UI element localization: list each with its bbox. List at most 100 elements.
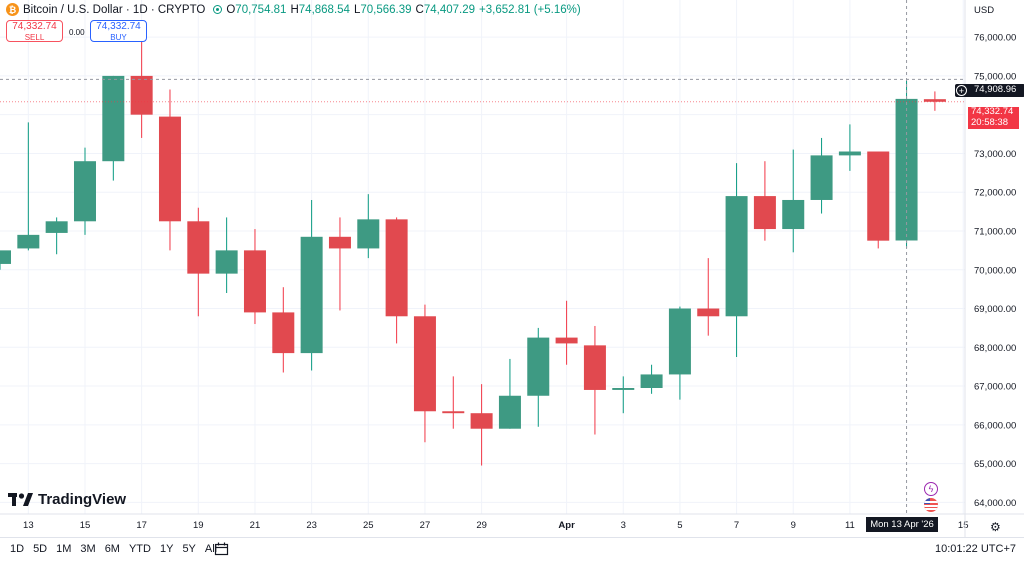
close-value: 74,407.29 [423,3,476,16]
y-tick-label: 75,000.00 [974,71,1016,82]
lightning-event-icon[interactable]: ϟ [924,482,938,496]
candle-body[interactable] [782,199,805,230]
y-tick-label: 72,000.00 [974,188,1016,199]
candle-body[interactable] [923,99,946,102]
candle-body[interactable] [470,413,493,429]
candle-body[interactable] [102,75,125,162]
y-tick-label: 66,000.00 [974,420,1016,431]
symbol-title[interactable]: Bitcoin / U.S. Dollar · 1D · CRYPTO [23,3,206,16]
candle-body[interactable] [668,308,691,375]
x-tick-label: 15 [958,520,969,531]
sell-label: SELL [24,33,45,42]
buy-price: 74,332.74 [96,21,141,32]
logo-text: TradingView [38,491,127,508]
open-value: 70,754.81 [235,3,287,16]
buy-label: BUY [110,33,127,42]
x-tick-label: 13 [23,520,34,531]
timeframe-1m[interactable]: 1M [56,543,72,555]
candle-body[interactable] [583,345,606,390]
low-value: 70,566.39 [360,3,412,16]
candle-body[interactable] [385,219,408,317]
candle-body[interactable] [17,234,40,249]
candle-body[interactable] [328,236,351,249]
candle-body[interactable] [697,308,720,317]
candle-body[interactable] [243,250,266,313]
candle-body[interactable] [0,250,11,264]
candle-body[interactable] [187,221,210,274]
y-tick-label: 73,000.00 [974,149,1016,160]
candle-body[interactable] [130,75,153,115]
candle-body[interactable] [45,221,68,233]
buy-button[interactable]: 74,332.74 BUY [90,20,147,42]
candle-body[interactable] [555,337,578,344]
candle-body[interactable] [413,316,436,412]
candle-body[interactable] [527,337,550,396]
timeframe-buttons: 1D 5D 1M 3M 6M YTD 1Y 5Y All [10,543,217,555]
timeframe-ytd[interactable]: YTD [128,543,151,555]
candle-body[interactable] [640,374,663,388]
candle-body[interactable] [612,388,635,390]
crosshair-price-tag: 74,908.96 [955,84,1024,97]
y-tick-label: 65,000.00 [974,459,1016,470]
candle-body[interactable] [357,219,380,249]
x-tick-label: 9 [791,520,796,531]
timeframe-all[interactable]: All [204,543,218,555]
last-price-tag: 74,332.74 20:58:38 [968,106,1019,129]
sell-price: 74,332.74 [12,21,57,32]
x-tick-label: 27 [420,520,431,531]
candle-body[interactable] [725,196,748,317]
spread-value: 0.00 [69,28,85,37]
crosshair-date-tag: Mon 13 Apr '26 [866,517,938,532]
y-tick-label: 68,000.00 [974,343,1016,354]
high-value: 74,868.54 [298,3,350,16]
candle-body[interactable] [867,151,890,241]
bar-countdown: 20:58:38 [971,116,1008,128]
y-tick-label: 70,000.00 [974,265,1016,276]
timeframe-6m[interactable]: 6M [104,543,120,555]
symbol-header: ₿ Bitcoin / U.S. Dollar · 1D · CRYPTO O7… [6,3,581,16]
x-tick-label: 17 [136,520,147,531]
market-status-icon[interactable] [213,5,223,14]
x-tick-label: 15 [80,520,91,531]
y-tick-label: 67,000.00 [974,382,1016,393]
candle-body[interactable] [753,196,776,230]
open-label: O [226,3,236,16]
change-value: +3,652.81 (+5.16%) [479,3,581,16]
candle-body[interactable] [498,395,521,429]
bitcoin-icon: ₿ [6,3,19,16]
timeframe-3m[interactable]: 3M [80,543,96,555]
candle-body[interactable] [300,236,323,354]
close-label: C [415,3,424,16]
candle-body[interactable] [442,411,465,414]
us-flag-event-icon[interactable] [924,498,938,512]
y-tick-label: 71,000.00 [974,226,1016,237]
timeframe-5y[interactable]: 5Y [182,543,196,555]
x-tick-label: 25 [363,520,374,531]
x-tick-label: 11 [845,520,855,531]
last-price: 74,332.74 [971,106,1014,117]
candle-body[interactable] [215,250,238,274]
x-tick-label: Apr [558,520,575,531]
candle-body[interactable] [810,155,833,200]
candle-body[interactable] [73,161,96,222]
sell-button[interactable]: 74,332.74 SELL [6,20,63,42]
candle-body[interactable] [158,116,181,222]
x-tick-label: 29 [476,520,487,531]
y-tick-label: 64,000.00 [974,498,1016,509]
timeframe-5d[interactable]: 5D [33,543,48,555]
timeframe-1y[interactable]: 1Y [159,543,174,555]
candle-body[interactable] [272,312,295,354]
high-label: H [290,3,299,16]
timeframe-1d[interactable]: 1D [10,543,25,555]
settings-gear-icon[interactable]: ⚙ [990,520,1001,534]
date-range-calendar-icon[interactable] [214,542,230,557]
candle-body[interactable] [838,151,861,156]
utc-clock[interactable]: 10:01:22 UTC+7 [934,543,1016,555]
y-tick-label: 69,000.00 [974,304,1016,315]
x-tick-label: 5 [677,520,682,531]
currency-selector[interactable]: USD [974,5,995,16]
bottom-toolbar: 1D 5D 1M 3M 6M YTD 1Y 5Y All 10:01:22 UTC+7 [0,537,1024,562]
candlestick-chart[interactable]: 76,000.0075,000.0074,000.0073,000.0072,0… [0,0,1024,537]
tradingview-logo[interactable]: TradingView [8,491,126,508]
add-plus-icon[interactable]: + [956,85,967,96]
